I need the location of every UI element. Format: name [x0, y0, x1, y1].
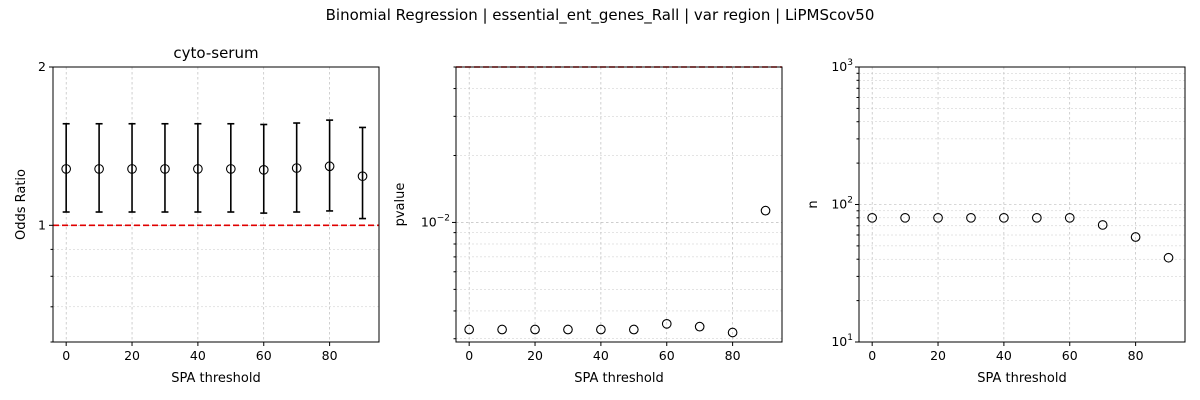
- data-point: [160, 164, 170, 174]
- x-axis-label: SPA threshold: [171, 371, 261, 386]
- data-point: [727, 327, 738, 338]
- data-point: [61, 164, 72, 174]
- x-tick-label: 20: [527, 348, 543, 363]
- y-tick-label: 103: [831, 58, 853, 74]
- x-tick-label: 60: [256, 348, 272, 363]
- data-point: [596, 324, 606, 335]
- data-point: [563, 324, 573, 335]
- x-tick-label: 40: [996, 348, 1012, 363]
- x-tick-label: 20: [930, 348, 946, 363]
- data-point: [760, 205, 771, 216]
- pvalue-plot: 0 20 40 60 80 10−2 SPA threshold pvalue: [393, 66, 783, 386]
- data-point: [1163, 252, 1174, 263]
- y-tick-label: 101: [831, 333, 853, 349]
- data-point: [464, 324, 475, 335]
- x-tick-label: 0: [868, 348, 876, 363]
- x-tick-label: 0: [465, 348, 473, 363]
- x-tick-label: 80: [725, 348, 741, 363]
- data-point: [1031, 212, 1042, 223]
- odds-ratio-plot: 0 20 40 60 80 1 2 SPA threshold Odds Ratio cyto-s…: [14, 44, 380, 386]
- x-tick-label: 80: [322, 348, 338, 363]
- y-tick-label: 102: [831, 196, 853, 212]
- x-tick-label: 60: [659, 348, 675, 363]
- data-point: [661, 318, 672, 329]
- data-point: [497, 324, 507, 335]
- x-axis-label: SPA threshold: [977, 371, 1067, 386]
- x-tick-label: 40: [593, 348, 609, 363]
- y-axis-label: n: [806, 200, 821, 208]
- data-point: [225, 164, 236, 174]
- data-point: [1130, 232, 1141, 242]
- data-point: [999, 212, 1009, 223]
- plot-title: cyto-serum: [173, 44, 258, 62]
- x-tick-label: 40: [190, 348, 206, 363]
- x-tick-label: 20: [124, 348, 140, 363]
- figure-suptitle: Binomial Regression | essential_ent_gene…: [326, 6, 875, 25]
- y-tick-label: 2: [38, 59, 46, 74]
- data-point: [628, 324, 639, 335]
- data-point: [933, 212, 943, 223]
- x-tick-label: 80: [1128, 348, 1144, 363]
- y-axis-label: Odds Ratio: [14, 169, 29, 240]
- data-point: [966, 212, 976, 223]
- y-axis-label: pvalue: [393, 183, 408, 227]
- data-point: [193, 164, 203, 174]
- x-tick-label: 0: [62, 348, 70, 363]
- data-point: [94, 164, 104, 174]
- data-point: [127, 164, 137, 174]
- x-tick-label: 60: [1062, 348, 1078, 363]
- data-point: [258, 164, 269, 175]
- data-point: [530, 324, 540, 335]
- data-point: [291, 163, 302, 173]
- y-tick-label: 1: [38, 217, 46, 232]
- axes-frame: [52, 66, 380, 343]
- y-tick-label: 10−2: [421, 213, 450, 229]
- axes-frame: [455, 66, 783, 343]
- data-point: [357, 171, 368, 182]
- data-point: [694, 321, 705, 332]
- data-point: [324, 161, 335, 172]
- data-point: [867, 212, 878, 223]
- data-point: [900, 212, 910, 223]
- data-point: [1064, 212, 1075, 223]
- x-axis-label: SPA threshold: [574, 371, 664, 386]
- data-point: [1097, 220, 1108, 230]
- n-plot: 0 20 40 60 80 101 102 103 SPA threshold n: [806, 58, 1186, 386]
